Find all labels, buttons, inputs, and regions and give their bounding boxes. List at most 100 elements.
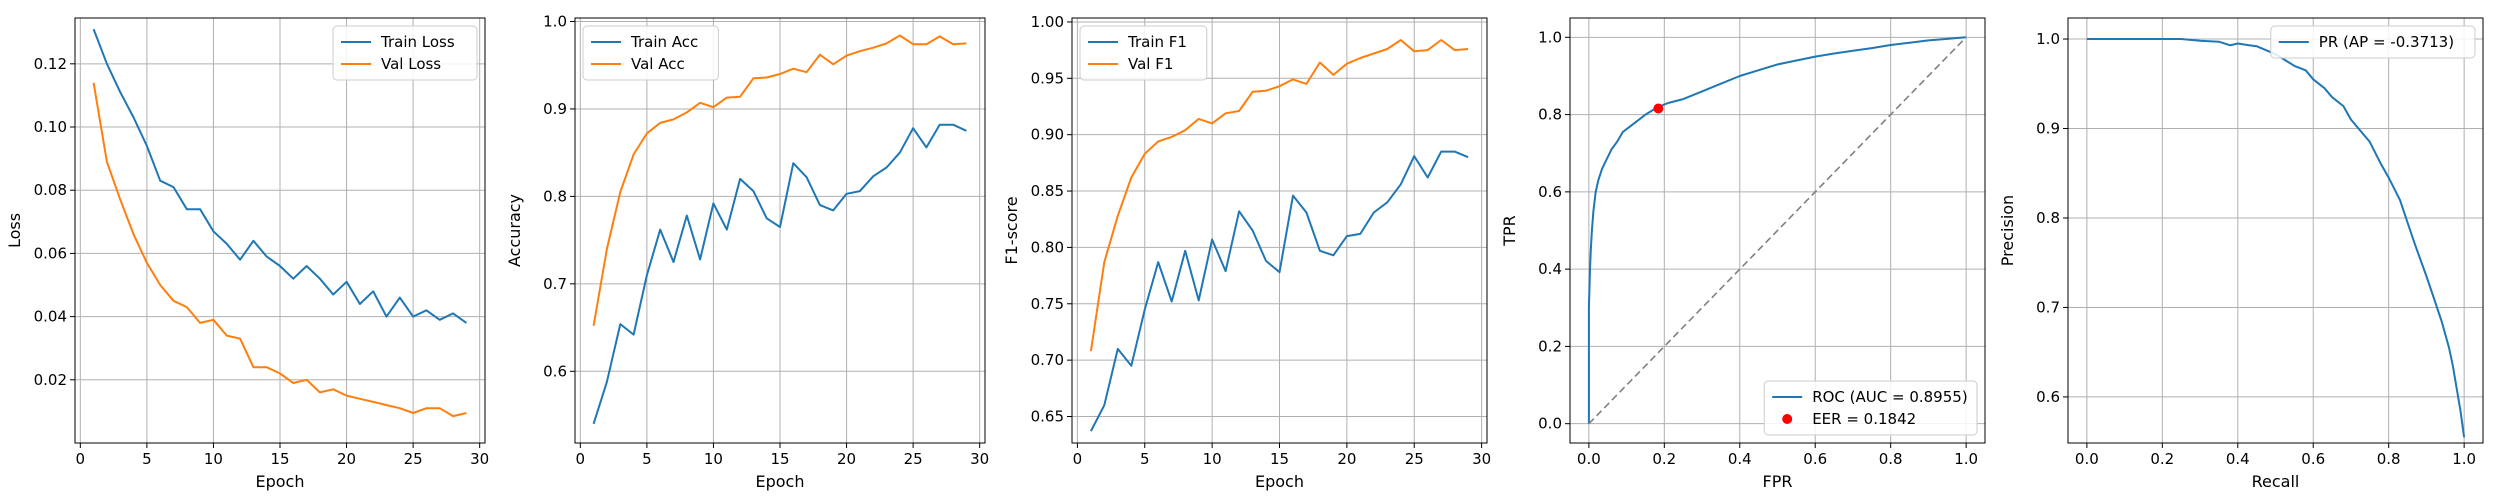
y-tick-label: 0.10 (34, 118, 67, 136)
y-tick-label: 0.80 (1031, 238, 1064, 256)
x-tick-label: 0.6 (2301, 450, 2325, 468)
x-tick-label: 5 (1140, 450, 1150, 468)
y-tick-label: 0.04 (34, 308, 67, 326)
legend-label: Val Acc (631, 55, 685, 73)
legend-label: PR (AP = -0.3713) (2319, 33, 2454, 51)
y-axis-label: TPR (1500, 215, 1519, 247)
axes-frame (1071, 17, 1488, 444)
x-tick-label: 0 (576, 450, 586, 468)
legend: PR (AP = -0.3713) (2270, 25, 2476, 59)
series-line (1587, 36, 1967, 424)
y-tick-label: 0.7 (2036, 298, 2060, 316)
y-tick-label: 0.06 (34, 244, 67, 262)
x-tick-label: 1.0 (2452, 450, 2476, 468)
y-tick-label: 0.2 (1538, 337, 1562, 355)
legend-label: Train F1 (1127, 33, 1187, 51)
y-tick-label: 0.6 (2036, 388, 2060, 406)
legend: Train F1 Val F1 (1079, 25, 1208, 81)
legend: ROC (AUC = 0.8955) EER = 0.1842 (1763, 380, 1978, 436)
x-tick-label: 0 (76, 450, 86, 468)
axes-frame (574, 17, 986, 444)
y-tick-label: 0.8 (543, 187, 567, 205)
y-tick-label: 0.0 (1538, 415, 1562, 433)
x-tick-label: 0.4 (2226, 450, 2250, 468)
chance-diagonal-line (1588, 36, 1967, 425)
y-tick-label: 0.90 (1031, 126, 1064, 144)
x-axis-label: Epoch (1255, 472, 1304, 491)
x-tick-label: 0 (1073, 450, 1083, 468)
eer-point (1653, 103, 1664, 114)
legend-box (2270, 25, 2476, 59)
x-tick-label: 5 (142, 450, 152, 468)
x-tick-label: 1.0 (1954, 450, 1978, 468)
series-line (592, 123, 967, 425)
y-tick-label: 0.9 (2036, 120, 2060, 138)
legend-box (332, 25, 478, 81)
axes-frame (1569, 17, 1986, 444)
x-tick-label: 10 (704, 450, 723, 468)
x-tick-label: 5 (642, 450, 652, 468)
legend-label: Val F1 (1128, 55, 1173, 73)
y-tick-label: 1.0 (2036, 30, 2060, 48)
y-tick-label: 0.65 (1031, 408, 1064, 426)
y-tick-label: 0.7 (543, 275, 567, 293)
y-axis-label: Loss (5, 213, 24, 248)
roc-panel: 0.0 0.2 0.4 0.6 0.8 1.0 0.0 0.2 0.4 0.6 0.8 1.0 FPR T… (1500, 17, 1986, 491)
axes-frame (74, 17, 486, 444)
x-tick-label: 20 (337, 450, 356, 468)
legend: Train Acc Val Acc (582, 25, 719, 81)
y-tick-label: 0.6 (543, 362, 567, 380)
x-axis-label: Epoch (756, 472, 805, 491)
legend-box (582, 25, 719, 81)
legend-label: Train Loss (380, 33, 455, 51)
x-tick-label: 0.2 (2150, 450, 2174, 468)
y-tick-label: 0.6 (1538, 183, 1562, 201)
x-axis-label: FPR (1763, 472, 1793, 491)
x-tick-label: 0.8 (1879, 450, 1903, 468)
x-tick-label: 15 (770, 450, 789, 468)
x-tick-label: 25 (404, 450, 423, 468)
y-tick-label: 0.02 (34, 371, 67, 389)
x-tick-label: 15 (270, 450, 289, 468)
x-tick-label: 15 (1270, 450, 1289, 468)
legend-box (1763, 380, 1978, 436)
y-tick-label: 1.0 (1538, 28, 1562, 46)
y-tick-label: 0.08 (34, 181, 67, 199)
x-tick-label: 0.4 (1728, 450, 1752, 468)
x-tick-label: 0.6 (1803, 450, 1827, 468)
y-axis-label: Precision (1998, 195, 2017, 266)
x-tick-label: 0.0 (1577, 450, 1601, 468)
loss-panel: 0 5 10 15 20 25 30 0.02 0.04 0.06 0.08 0.10 0.12 Epoc… (5, 17, 489, 491)
x-tick-label: 20 (837, 450, 856, 468)
axes-frame (2067, 17, 2484, 444)
x-tick-label: 30 (970, 450, 989, 468)
y-tick-label: 1.00 (1031, 13, 1064, 31)
x-axis-label: Recall (2252, 472, 2300, 491)
x-tick-label: 30 (470, 450, 489, 468)
legend-label: ROC (AUC = 0.8955) (1812, 388, 1967, 406)
x-tick-label: 0.0 (2075, 450, 2099, 468)
series-line (1090, 150, 1469, 432)
x-tick-label: 30 (1472, 450, 1491, 468)
y-tick-label: 0.75 (1031, 295, 1064, 313)
x-tick-label: 20 (1337, 450, 1356, 468)
y-tick-label: 0.85 (1031, 182, 1064, 200)
legend-box (1079, 25, 1208, 81)
y-axis-label: Accuracy (505, 194, 524, 267)
y-tick-label: 0.8 (1538, 106, 1562, 124)
x-tick-label: 10 (1203, 450, 1222, 468)
y-tick-label: 0.4 (1538, 260, 1562, 278)
y-tick-label: 0.70 (1031, 351, 1064, 369)
legend: Train Loss Val Loss (332, 25, 478, 81)
pr-panel: 0.0 0.2 0.4 0.6 0.8 1.0 0.6 0.7 0.8 0.9 1.0 Recall P… (1998, 17, 2484, 491)
x-axis-label: Epoch (256, 472, 305, 491)
series-line (92, 82, 467, 418)
accuracy-panel: 0 5 10 15 20 25 30 0.6 0.7 0.8 0.9 1.0 Epoch Accuracy… (505, 12, 989, 491)
series-line (92, 28, 467, 324)
series-line (592, 34, 967, 326)
x-tick-label: 25 (904, 450, 923, 468)
y-tick-label: 0.95 (1031, 69, 1064, 87)
y-tick-label: 0.9 (543, 100, 567, 118)
legend-label: EER = 0.1842 (1812, 410, 1916, 428)
